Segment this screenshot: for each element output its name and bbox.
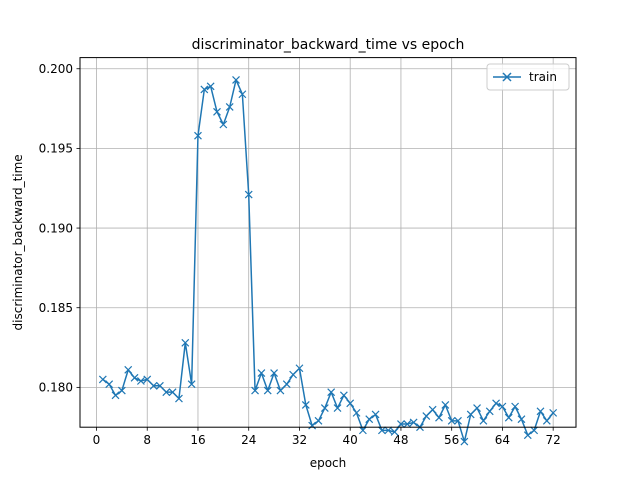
x-tick-label: 64	[495, 433, 510, 447]
series-layer	[98, 75, 558, 446]
data-point	[384, 426, 393, 435]
y-tick-label: 0.200	[39, 62, 73, 76]
data-point	[117, 386, 126, 395]
grid	[80, 57, 576, 428]
data-point	[365, 415, 374, 424]
data-point	[542, 416, 551, 425]
data-point	[187, 380, 196, 389]
data-point	[136, 377, 145, 385]
data-point	[149, 381, 158, 390]
data-point	[435, 413, 443, 422]
y-ticks: 0.180 0.185 0.190 0.195 0.200	[39, 62, 80, 395]
data-point	[530, 426, 539, 435]
data-point	[130, 373, 139, 382]
y-tick-label: 0.190	[39, 221, 73, 235]
data-point	[168, 388, 177, 397]
data-point	[308, 421, 317, 430]
data-point	[377, 426, 386, 435]
data-point	[143, 375, 152, 384]
legend-label-train: train	[529, 70, 557, 84]
data-point	[523, 431, 532, 440]
data-point	[358, 426, 367, 435]
x-tick-label: 16	[190, 433, 205, 447]
legend: train	[486, 63, 570, 91]
data-point	[213, 107, 221, 116]
data-point	[162, 388, 171, 397]
data-point	[314, 416, 323, 425]
data-point	[466, 410, 475, 419]
data-point	[511, 402, 520, 411]
data-point	[371, 410, 380, 419]
data-point	[339, 391, 348, 400]
data-point	[263, 386, 272, 395]
x-tick-label: 24	[241, 433, 256, 447]
data-point	[422, 412, 431, 420]
data-point	[98, 375, 107, 384]
data-point	[194, 131, 202, 140]
data-point	[390, 428, 399, 436]
chart-title: discriminator_backward_time vs epoch	[192, 37, 465, 53]
data-point	[225, 103, 234, 111]
data-point	[403, 420, 412, 428]
data-point	[536, 407, 545, 416]
data-point	[270, 369, 279, 377]
y-tick-label: 0.195	[39, 142, 73, 156]
data-point	[282, 380, 291, 389]
data-point	[124, 365, 133, 374]
data-point	[504, 413, 513, 422]
x-tick-label: 32	[292, 433, 307, 447]
x-tick-label: 48	[393, 433, 408, 447]
data-point	[276, 386, 285, 395]
data-point	[289, 370, 298, 379]
data-point	[251, 386, 259, 395]
x-axis-label: epoch	[310, 456, 347, 470]
data-point	[320, 404, 329, 413]
x-tick-label: 72	[546, 433, 561, 447]
data-point	[447, 416, 456, 425]
data-point	[460, 437, 469, 446]
data-point	[327, 388, 336, 397]
data-point	[155, 381, 164, 390]
x-tick-label: 56	[444, 433, 459, 447]
data-point	[454, 416, 462, 425]
data-point	[232, 75, 240, 84]
data-point	[346, 399, 355, 408]
legend-box	[486, 63, 570, 91]
data-point	[111, 391, 120, 400]
x-tick-label: 0	[93, 433, 101, 447]
data-point	[492, 399, 501, 408]
data-point	[397, 420, 405, 428]
y-tick-label: 0.185	[39, 301, 73, 315]
x-ticks: 0 8 16 24 32 40 48 56 64 72	[93, 427, 561, 447]
data-point	[181, 338, 190, 347]
data-point	[257, 369, 266, 377]
y-tick-label: 0.180	[39, 381, 73, 395]
data-point	[517, 415, 526, 424]
data-point	[301, 400, 310, 409]
x-tick-label: 40	[343, 433, 358, 447]
data-point	[409, 418, 418, 427]
data-point	[485, 407, 494, 416]
data-point	[479, 416, 488, 425]
data-point	[549, 408, 558, 417]
data-point	[206, 82, 215, 91]
data-point	[352, 408, 361, 417]
y-axis-label: discriminator_backward_time	[11, 154, 25, 330]
data-point	[238, 90, 247, 99]
data-point	[200, 85, 209, 94]
data-point	[219, 120, 228, 129]
data-point	[295, 364, 304, 373]
data-point	[105, 380, 114, 389]
data-point	[175, 394, 183, 403]
data-point	[244, 190, 253, 199]
data-point	[428, 405, 437, 414]
x-tick-label: 8	[143, 433, 151, 447]
legend-marker-x-icon	[502, 72, 512, 82]
plot-frame	[79, 57, 577, 428]
data-point	[333, 404, 342, 413]
data-point	[441, 400, 450, 409]
data-point	[498, 402, 507, 411]
data-point	[473, 404, 481, 413]
